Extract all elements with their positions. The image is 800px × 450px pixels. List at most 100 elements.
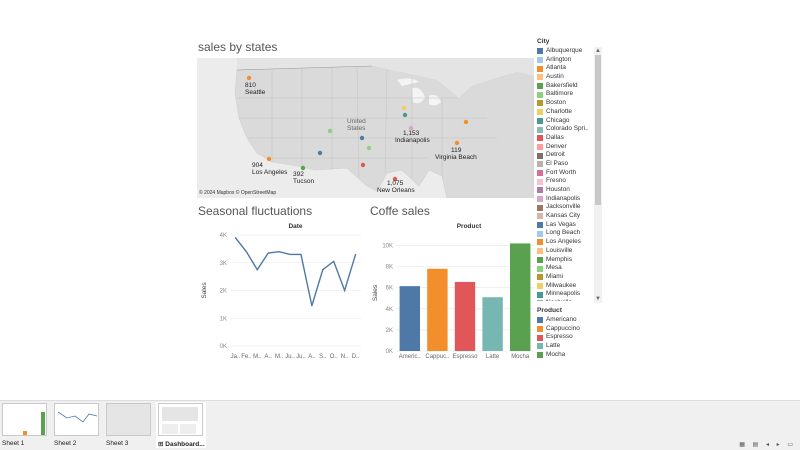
legend-label: Boston	[546, 99, 566, 107]
legend-label: Dallas	[546, 133, 564, 141]
legend-swatch	[537, 100, 543, 107]
scroll-up-icon[interactable]: ▲	[595, 48, 601, 54]
legend-city-item[interactable]: Austin	[537, 73, 603, 82]
legend-product-item[interactable]: Espresso	[537, 333, 603, 342]
tab-sheet-3[interactable]: Sheet 3	[104, 402, 154, 448]
legend-city-item[interactable]: Boston	[537, 99, 603, 108]
legend-scrollbar[interactable]: ▲ ▼	[594, 47, 602, 303]
tab-dashboard[interactable]: ⊞ Dashboard...	[156, 402, 206, 448]
legend-label: Miami	[546, 272, 564, 280]
legend-city-item[interactable]: Louisville	[537, 247, 603, 256]
scroll-thumb[interactable]	[595, 55, 601, 205]
legend-label: Albuquerque	[546, 47, 583, 54]
sheet-tab-bar: Sheet 1 Sheet 2 Sheet 3 ⊞ Dashboard... ▦…	[0, 400, 800, 450]
legend-city-item[interactable]: Detroit	[537, 151, 603, 160]
legend-label: Denver	[546, 142, 567, 150]
legend-city-item[interactable]: Charlotte	[537, 108, 603, 117]
legend-city-item[interactable]: Fort Worth	[537, 169, 603, 178]
line-chart-ylabel: Sales	[201, 282, 208, 299]
legend-swatch	[537, 178, 543, 185]
legend-swatch	[537, 48, 543, 55]
legend-city-item[interactable]: Indianapolis	[537, 195, 603, 204]
legend-city-item[interactable]: Las Vegas	[537, 221, 603, 230]
legend-city-item[interactable]: Baltimore	[537, 90, 603, 99]
legend-city-item[interactable]: Colorado Spri..	[537, 125, 603, 134]
legend-label: Mocha	[546, 350, 566, 358]
legend-swatch	[537, 300, 543, 301]
line-point	[333, 260, 335, 262]
map-background	[234, 58, 534, 198]
x-tick-label: Latte	[486, 354, 500, 360]
map-dot[interactable]	[246, 75, 252, 81]
map-dot[interactable]	[360, 162, 366, 168]
map-dot[interactable]	[327, 128, 333, 134]
legend-label: Atlanta	[546, 64, 566, 72]
legend-swatch	[537, 161, 543, 168]
legend-city-item[interactable]: Dallas	[537, 134, 603, 143]
legend-city-item[interactable]: Los Angeles	[537, 238, 603, 247]
legend-label: Indianapolis	[546, 194, 581, 202]
legend-product-item[interactable]: Mocha	[537, 351, 603, 360]
tab-sheet-2[interactable]: Sheet 2	[52, 402, 102, 448]
legend-product-item[interactable]: Americano	[537, 316, 603, 325]
map-dot[interactable]	[408, 125, 414, 131]
legend-city-item[interactable]: Mesa	[537, 264, 603, 273]
scroll-down-icon[interactable]: ▼	[595, 296, 601, 302]
x-tick-label: Cappuc..	[425, 354, 449, 360]
legend-city-item[interactable]: Long Beach	[537, 229, 603, 238]
legend-city-item[interactable]: Bakersfield	[537, 82, 603, 91]
x-tick-label: O..	[330, 354, 338, 360]
legend-city-item[interactable]: Nashville	[537, 299, 603, 301]
map-dot[interactable]	[463, 119, 469, 125]
legend-product-title: Product	[537, 307, 562, 314]
legend-label: Fort Worth	[546, 168, 577, 176]
bar-chart[interactable]: Product Sales 0K 2K 4K 6K 8K 10K Americ.. Cappuc.…	[368, 218, 536, 363]
legend-city-item[interactable]: El Paso	[537, 160, 603, 169]
map-dot[interactable]	[317, 150, 323, 156]
legend-swatch	[537, 57, 543, 64]
map-dot[interactable]	[392, 176, 398, 182]
legend-city-list[interactable]: Albuquerque Arlington Atlanta Austin Bakersf…	[537, 47, 603, 301]
legend-city-item[interactable]: Kansas City	[537, 212, 603, 221]
map-dot[interactable]	[402, 112, 408, 118]
legend-city-item[interactable]: Minneapolis	[537, 290, 603, 299]
x-tick-label: Ja..	[231, 354, 241, 360]
map-dot[interactable]	[366, 145, 372, 151]
map-dot[interactable]	[266, 156, 272, 162]
map-dot[interactable]	[401, 105, 407, 111]
legend-city-item[interactable]: Milwaukee	[537, 282, 603, 291]
y-tick-label: 0K	[386, 349, 393, 355]
legend-product-item[interactable]: Cappuccino	[537, 325, 603, 334]
legend-label: Fresno	[546, 177, 566, 185]
legend-label: Espresso	[546, 333, 573, 341]
line-point	[256, 269, 258, 271]
legend-city-item[interactable]: Miami	[537, 273, 603, 282]
legend-city-item[interactable]: Arlington	[537, 56, 603, 65]
map-dot[interactable]	[300, 165, 306, 171]
legend-city-item[interactable]: Albuquerque	[537, 47, 603, 56]
legend-city-item[interactable]: Memphis	[537, 256, 603, 265]
legend-label: Kansas City	[546, 212, 581, 220]
legend-city-item[interactable]: Denver	[537, 143, 603, 152]
y-tick-label: 0K	[220, 344, 227, 350]
legend-city-item[interactable]: Fresno	[537, 177, 603, 186]
legend-product-list[interactable]: Americano Cappuccino Espresso Latte Mocha	[537, 316, 603, 359]
map-dot[interactable]	[359, 135, 365, 141]
legend-swatch	[537, 282, 543, 289]
tabbar-controls[interactable]: ▦ ▤ ◂ ▸ ▭	[739, 442, 796, 448]
map-view[interactable]: 810 Seattle 904 Los Angeles 392 Tucson 1,15…	[197, 58, 534, 198]
x-tick-label: Mocha	[511, 354, 530, 360]
dashboard: sales by states	[197, 38, 603, 363]
legend-label: Minneapolis	[546, 290, 581, 298]
legend-city-item[interactable]: Jacksonville	[537, 203, 603, 212]
legend-city-item[interactable]: Chicago	[537, 117, 603, 126]
legend-product-item[interactable]: Latte	[537, 342, 603, 351]
map-dot[interactable]	[454, 140, 460, 146]
legend-panel: City Albuquerque Arlington Atlanta Austin Ba…	[537, 38, 603, 359]
legend-city-item[interactable]: Atlanta	[537, 64, 603, 73]
legend-city-item[interactable]: Houston	[537, 186, 603, 195]
tab-sheet-1[interactable]: Sheet 1	[0, 402, 50, 448]
x-tick-label: Ju..	[296, 354, 306, 360]
line-chart-header: Date	[288, 223, 302, 230]
